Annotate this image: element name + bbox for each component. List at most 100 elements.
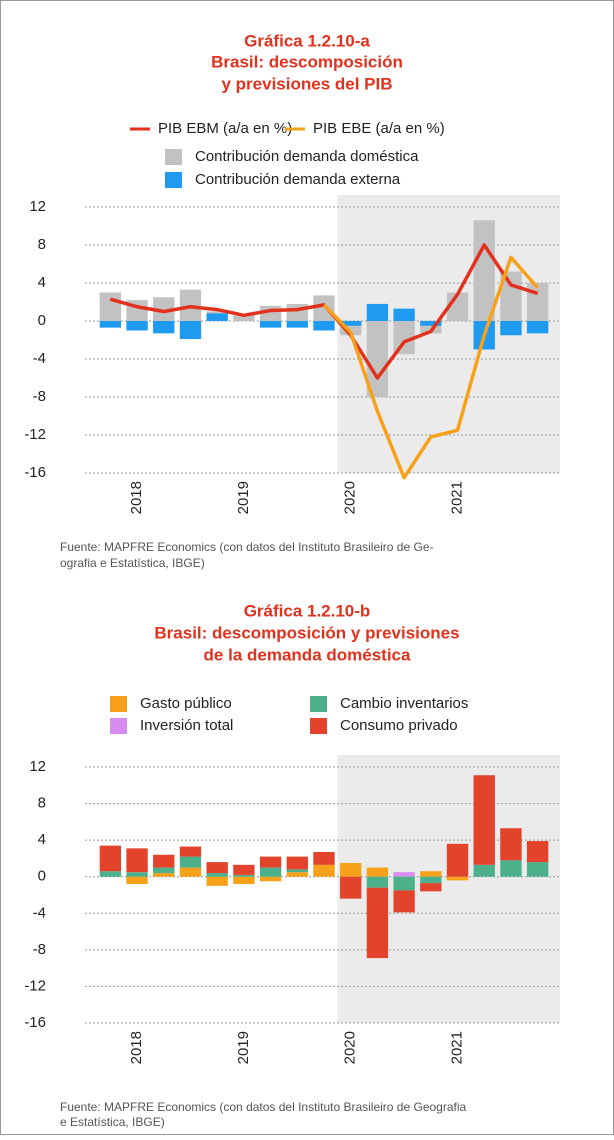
bar-segment [179, 867, 202, 877]
bar [313, 295, 335, 321]
legend-swatch [165, 149, 182, 165]
bar-segment [259, 876, 282, 882]
bar-segment [286, 872, 308, 877]
bar-segment [313, 864, 335, 877]
bar-segment [500, 860, 522, 877]
y-tick-label: -8 [33, 941, 46, 958]
bar-segment [286, 869, 308, 873]
y-tick-label: -12 [24, 977, 46, 994]
legend-label: Inversión total [140, 717, 233, 734]
bar-segment [393, 890, 415, 913]
bar-segment [420, 883, 442, 892]
chart-title: y previsiones del PIB [221, 74, 392, 93]
bar-segment [126, 872, 148, 877]
bar-segment [286, 856, 308, 870]
legend-swatch [110, 718, 127, 734]
bar-segment [366, 867, 389, 877]
y-tick-label: 4 [38, 831, 46, 848]
bar-segment [366, 887, 389, 959]
bar-segment [126, 848, 148, 873]
bar-segment [526, 862, 549, 877]
source-note: e Estatística, IBGE) [60, 1115, 165, 1129]
bar-segment [99, 871, 122, 877]
legend-label: PIB EBM (a/a en %) [158, 120, 292, 137]
bar-segment [99, 845, 122, 872]
bar-segment [126, 876, 148, 885]
x-tick-label: 2020 [342, 481, 359, 514]
bar-segment [473, 864, 495, 877]
bar-segment [153, 873, 175, 877]
bar-segment [206, 873, 228, 877]
source-note: ografia e Estatística, IBGE) [60, 556, 205, 570]
bar [259, 321, 282, 328]
bar-segment [153, 867, 175, 874]
legend-label: Cambio inventarios [340, 695, 468, 712]
chart-title: Gráfica 1.2.10-b [244, 601, 371, 620]
bar [286, 303, 308, 321]
chart-title: Gráfica 1.2.10-a [244, 31, 370, 50]
bar [286, 321, 308, 328]
bar-segment [526, 841, 549, 863]
bar [153, 297, 175, 321]
bar [99, 321, 122, 328]
y-tick-label: -4 [33, 350, 46, 367]
bar-segment [420, 876, 442, 884]
legend-label: Contribución demanda externa [195, 171, 401, 188]
bar [420, 321, 442, 326]
legend-label: PIB EBE (a/a en %) [313, 120, 445, 137]
legend-label: Contribución demanda doméstica [195, 148, 419, 165]
bar-segment [393, 872, 415, 877]
y-tick-label: -16 [24, 1014, 46, 1031]
bar [99, 292, 122, 321]
bar [233, 315, 255, 321]
bar [500, 321, 522, 336]
x-tick-label: 2020 [342, 1031, 359, 1064]
y-tick-label: 8 [38, 236, 46, 253]
bar-segment [206, 876, 228, 886]
bar [153, 321, 175, 334]
x-tick-label: 2018 [128, 1031, 145, 1064]
legend-swatch [310, 696, 327, 712]
y-tick-label: -16 [24, 464, 46, 481]
legend-label: Consumo privado [340, 717, 458, 734]
x-tick-label: 2021 [448, 481, 465, 514]
bar-segment [446, 843, 469, 877]
bar-segment [340, 876, 362, 899]
bar-segment [233, 874, 255, 877]
bar-segment [393, 876, 415, 891]
bar-segment [313, 852, 335, 865]
legend-swatch [310, 718, 327, 734]
bar [526, 283, 549, 321]
bar [526, 321, 549, 334]
bar-segment [179, 846, 202, 857]
legend-label: Gasto público [140, 695, 232, 712]
bar-segment [473, 775, 495, 865]
y-tick-label: -8 [33, 388, 46, 405]
bar [340, 321, 362, 326]
y-tick-label: 12 [29, 198, 46, 215]
bar [126, 321, 148, 331]
bar-segment [206, 862, 228, 874]
bar-segment [340, 863, 362, 877]
y-tick-label: 0 [38, 312, 46, 329]
bar [206, 313, 228, 321]
bar-segment [259, 867, 282, 877]
line [322, 255, 539, 480]
y-tick-label: 8 [38, 795, 46, 812]
source-note: Fuente: MAPFRE Economics (con datos del … [60, 540, 434, 554]
x-tick-label: 2018 [128, 481, 145, 514]
legend-swatch [165, 172, 182, 188]
bar-segment [500, 828, 522, 861]
bar [393, 321, 415, 355]
bar-segment [153, 854, 175, 868]
bar [366, 303, 389, 321]
bar [500, 271, 522, 321]
legend-swatch [110, 696, 127, 712]
bar [179, 321, 202, 340]
y-tick-label: -4 [33, 904, 46, 921]
chart-title: Brasil: descomposición y previsiones [154, 623, 459, 642]
x-tick-label: 2021 [448, 1031, 465, 1064]
y-tick-label: -12 [24, 426, 46, 443]
bar-segment [259, 856, 282, 868]
y-tick-label: 0 [38, 868, 46, 885]
